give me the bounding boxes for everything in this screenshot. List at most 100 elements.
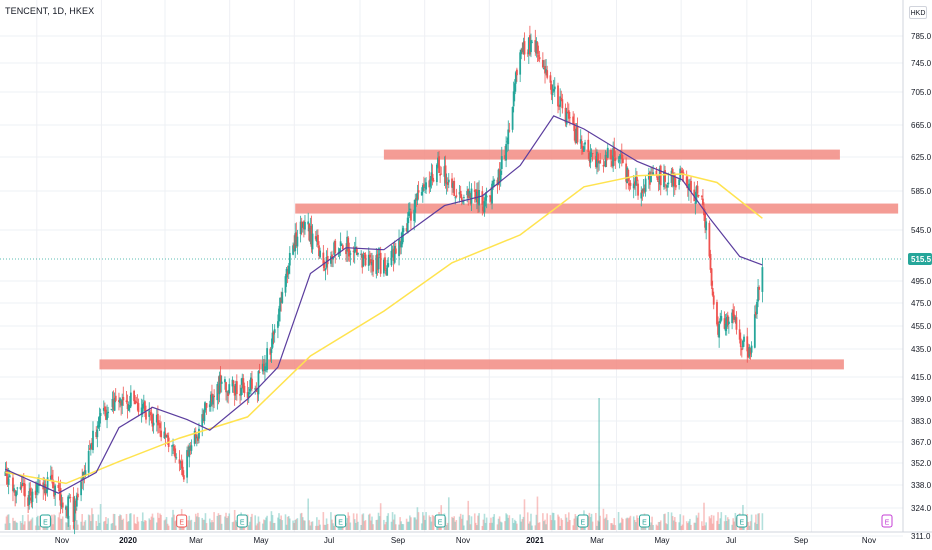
earnings-marker[interactable]: E [639, 514, 651, 528]
candle [181, 459, 184, 477]
volume-bar [370, 520, 372, 530]
volume-bar [431, 514, 434, 530]
volume-bar [405, 518, 408, 530]
volume-bar [300, 512, 303, 530]
sr-zones[interactable] [99, 149, 899, 370]
volume-bar [22, 524, 25, 530]
volume-bar [128, 513, 131, 530]
candle [749, 347, 752, 360]
candle [151, 413, 154, 432]
candle [553, 77, 556, 97]
candle [160, 421, 163, 442]
volume-bar [716, 520, 718, 530]
earnings-marker[interactable]: E [236, 514, 248, 528]
volume-bar [468, 515, 471, 530]
candle [352, 246, 355, 263]
volume-bar [750, 514, 753, 530]
candle [91, 437, 93, 450]
candle [294, 223, 297, 259]
candle [413, 199, 416, 231]
volume-bar [103, 521, 105, 530]
volume-bar [172, 509, 174, 530]
price-axis[interactable]: 785.0 745.0 705.0 665.0 625.0 585.0 545.0 515.5… [908, 32, 932, 541]
candle [142, 394, 145, 412]
candle [757, 279, 759, 308]
volume-bar [361, 514, 364, 530]
x-tick-label: Mar [590, 536, 604, 545]
volume-bar [331, 519, 333, 530]
candle [446, 177, 449, 192]
svg-text:E: E [642, 520, 647, 527]
volume-bar [709, 518, 712, 530]
candle [140, 398, 143, 423]
candle [317, 229, 319, 249]
volume-bar [674, 517, 676, 530]
candle [617, 156, 620, 164]
sr-zone-1[interactable] [383, 149, 840, 160]
volume-bar [390, 521, 393, 530]
currency-button[interactable]: HKD [909, 6, 927, 19]
volume-bar [695, 515, 698, 530]
earnings-marker[interactable]: E [434, 514, 446, 528]
earnings-marker[interactable]: E [39, 514, 51, 528]
volume-bar [535, 514, 538, 530]
candle [240, 378, 243, 401]
volume-bar [257, 516, 260, 530]
candle [127, 401, 130, 412]
sr-zone-3[interactable] [99, 359, 844, 370]
volume-bar [285, 524, 288, 530]
candle [377, 247, 380, 273]
volume-bar [352, 513, 355, 530]
y-tick-label: 311.0 [911, 532, 931, 541]
grid-lines [0, 0, 932, 537]
volume-bar [376, 519, 379, 530]
volume-bar [383, 519, 385, 530]
candle [301, 221, 304, 233]
candle [514, 70, 517, 92]
volume-bar [99, 504, 102, 530]
candle [165, 434, 168, 438]
volume-bar [544, 519, 546, 530]
candle [581, 145, 584, 155]
earnings-marker[interactable]: E [335, 514, 347, 528]
candle [300, 217, 303, 236]
volume-bar [521, 519, 524, 530]
candle [348, 242, 351, 262]
volume-bar [264, 520, 266, 530]
sr-zone-2[interactable] [295, 203, 899, 214]
candle [435, 163, 438, 186]
volume-bar [613, 518, 616, 530]
earnings-marker-future[interactable]: E [881, 514, 893, 528]
volume-bar [718, 524, 720, 530]
volume-bar [38, 525, 40, 530]
volume-bar [428, 515, 431, 530]
volume-bar [689, 518, 691, 530]
candle [564, 103, 567, 127]
volume-bar [446, 522, 449, 530]
candles[interactable] [4, 25, 764, 535]
candle [36, 477, 39, 496]
candle [7, 467, 10, 495]
candle [144, 400, 146, 417]
volume-bar [319, 524, 321, 530]
volume-bar [473, 513, 476, 530]
volume-bar [66, 522, 68, 530]
candle [546, 65, 549, 80]
candle [407, 202, 410, 224]
volume-bar [284, 514, 287, 530]
earnings-marker[interactable]: E [736, 514, 748, 528]
earnings-marker[interactable]: E [176, 514, 188, 528]
candle [541, 52, 544, 69]
candle [218, 371, 221, 403]
svg-text:E: E [740, 520, 745, 527]
candle [234, 380, 237, 401]
volume-bar [145, 520, 147, 530]
candle [128, 395, 131, 413]
earnings-marker[interactable]: E [577, 514, 589, 528]
volume-bar [572, 525, 574, 530]
volume-bar [141, 512, 144, 530]
time-axis[interactable]: Nov 2020 Mar May Jul Sep Nov 2021 Mar May Jul Sep No… [55, 536, 876, 545]
candle [734, 315, 737, 324]
